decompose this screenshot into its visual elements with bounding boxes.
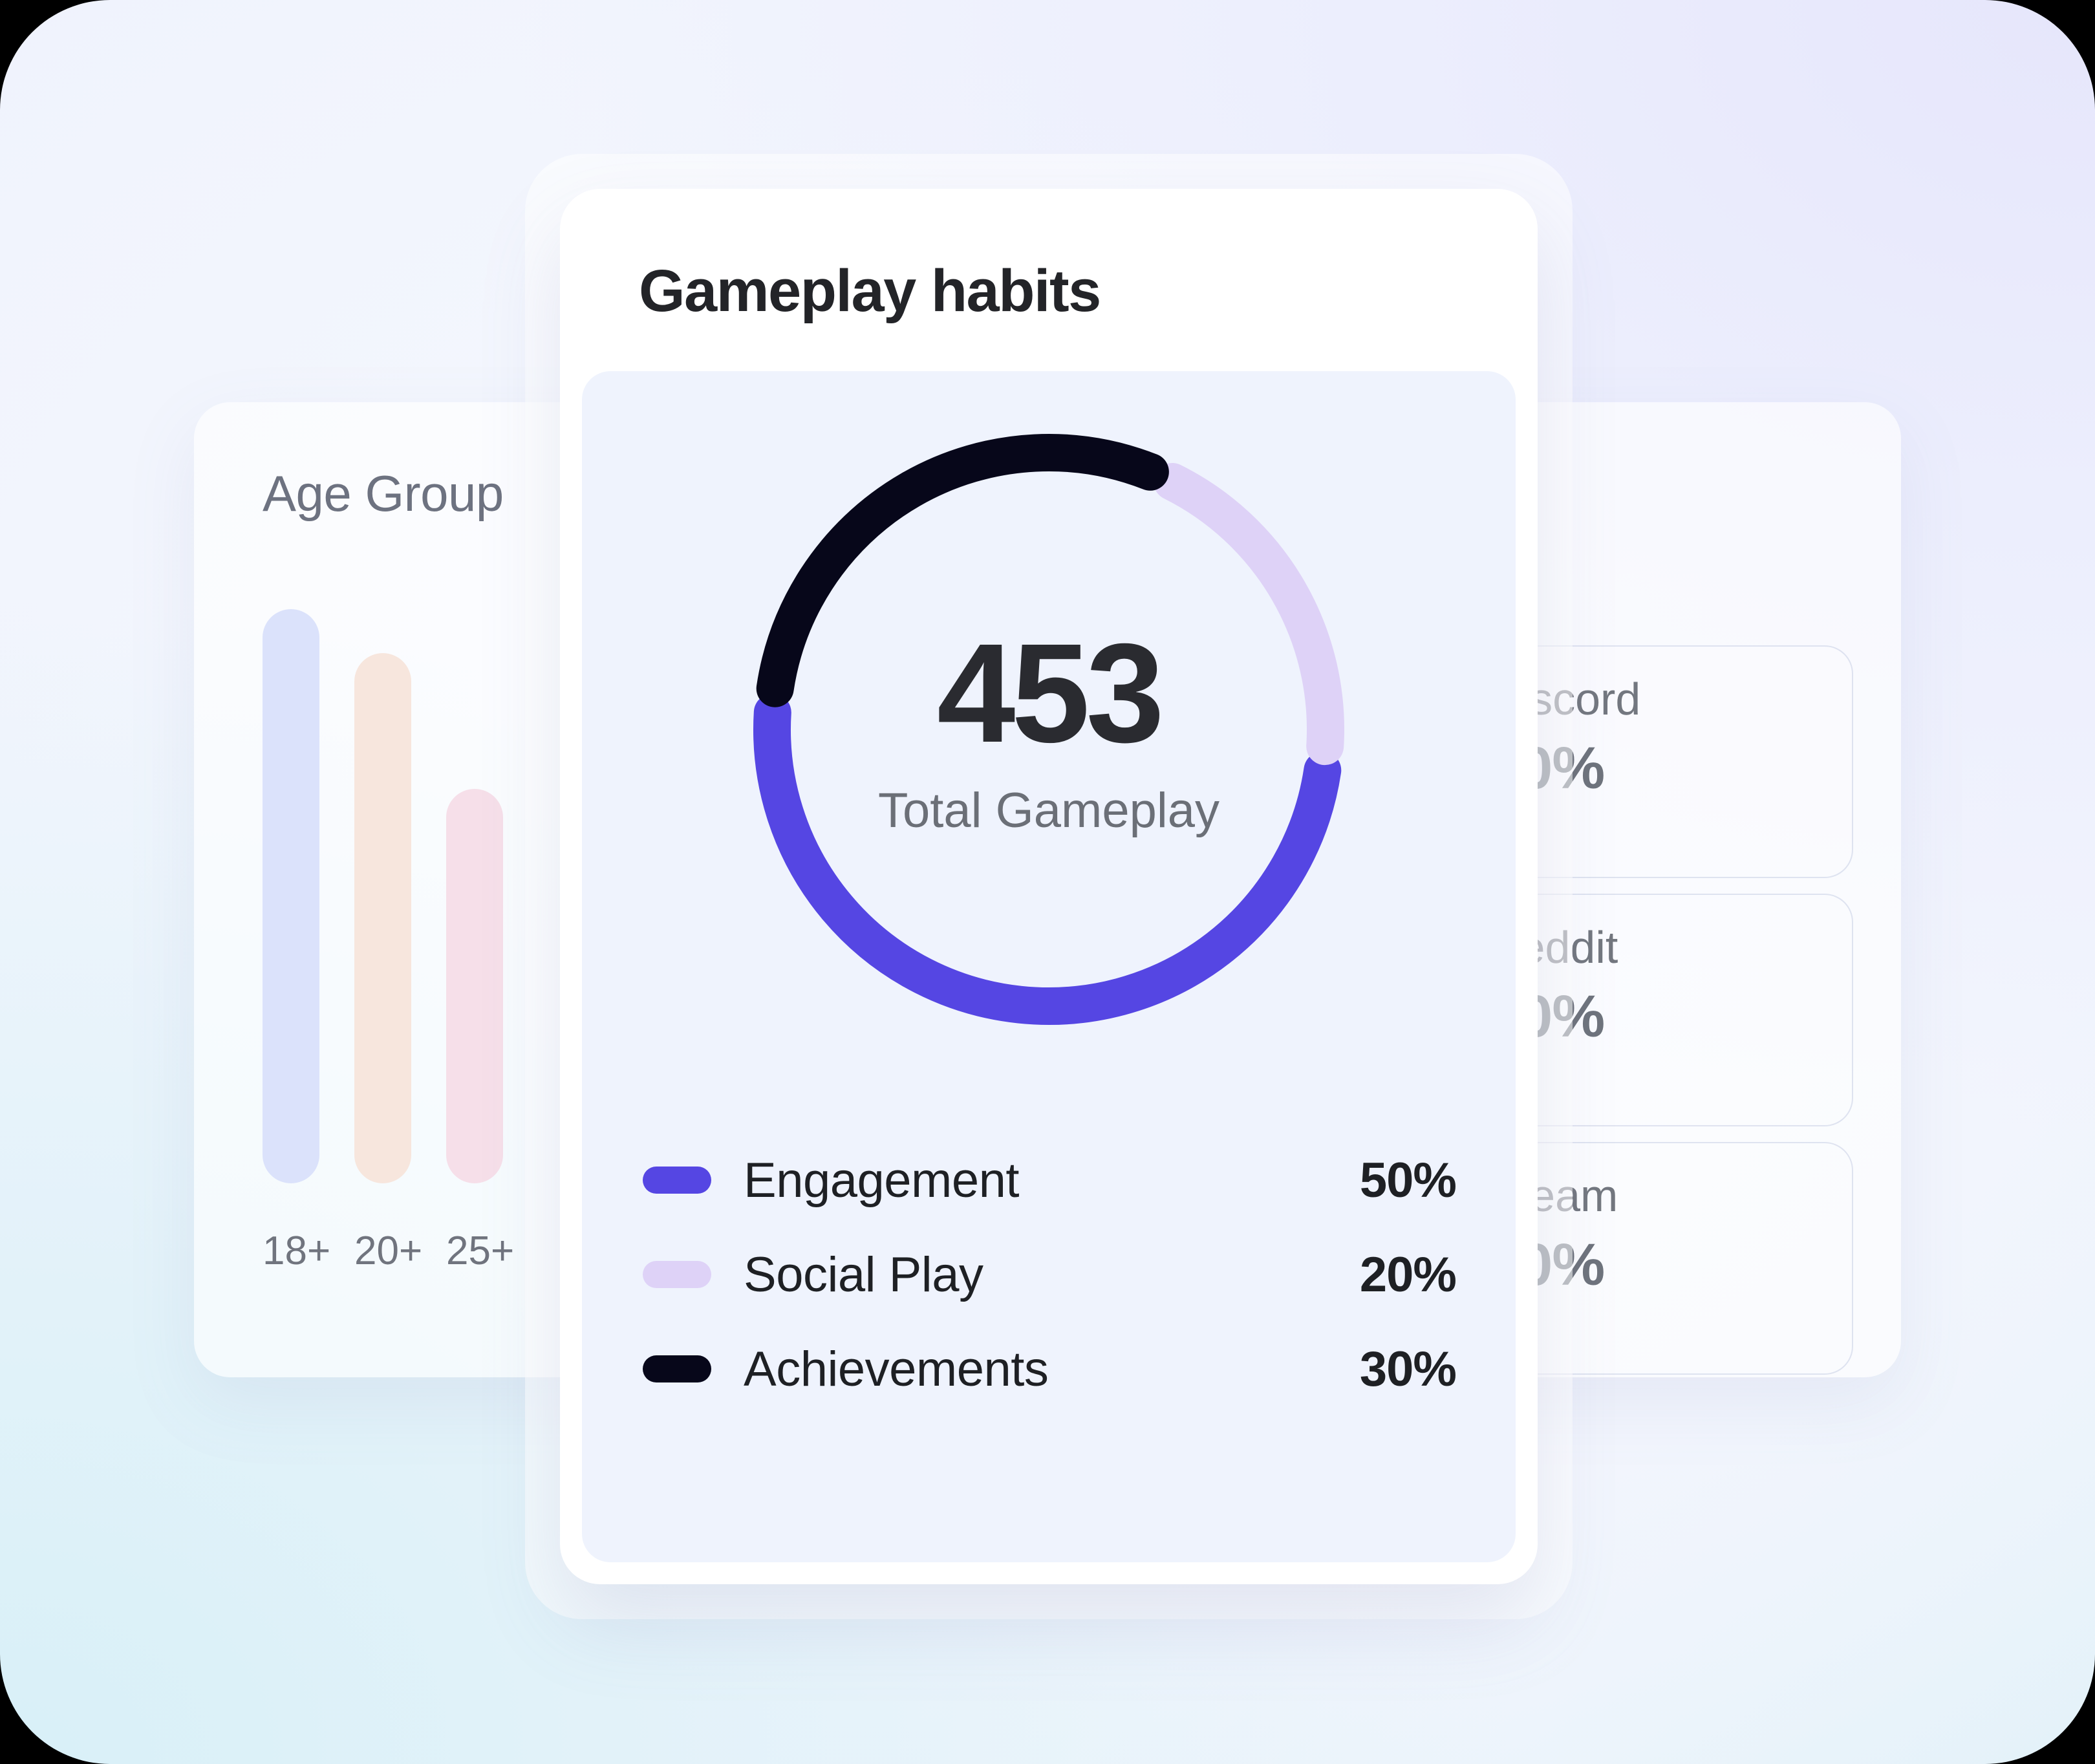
bar-20plus	[354, 653, 411, 1183]
legend-label-social-play: Social Play	[744, 1247, 983, 1302]
donut-svg	[753, 434, 1344, 1025]
donut-segment-social-play[interactable]	[1153, 462, 1344, 766]
donut-segment-engagement[interactable]	[753, 693, 1342, 1025]
page-title: Gameplay habits	[639, 258, 1101, 324]
legend-swatch-social-play	[643, 1261, 711, 1288]
axis-label-18plus: 18+	[263, 1229, 331, 1273]
total-gameplay-label: Total Gameplay	[877, 783, 1220, 838]
donut-chart[interactable]: 453 Total Gameplay	[706, 387, 1391, 1072]
chart-legend: Engagement 50% Social Play 20% Achieveme…	[643, 1133, 1457, 1416]
legend-swatch-engagement	[643, 1167, 711, 1194]
axis-label-20plus: 20+	[354, 1229, 423, 1273]
gameplay-habits-card[interactable]: Gameplay habits 453 Total Gameplay Engag…	[560, 189, 1538, 1584]
legend-item-achievements[interactable]: Achievements 30%	[643, 1322, 1457, 1416]
age-group-axis-labels: 18+ 20+ 25+	[263, 1228, 515, 1274]
donut-center-readout: 453 Total Gameplay	[706, 387, 1391, 1072]
bar-25plus	[446, 789, 503, 1183]
legend-item-social-play[interactable]: Social Play 20%	[643, 1227, 1457, 1322]
legend-item-engagement[interactable]: Engagement 50%	[643, 1133, 1457, 1227]
legend-value-social-play: 20%	[1359, 1247, 1457, 1302]
legend-label-achievements: Achievements	[744, 1341, 1049, 1397]
legend-value-engagement: 50%	[1359, 1152, 1457, 1208]
age-group-bar-chart	[263, 609, 503, 1183]
legend-swatch-achievements	[643, 1355, 711, 1382]
age-group-title: Age Group	[263, 465, 504, 522]
legend-label-engagement: Engagement	[744, 1152, 1020, 1208]
bar-18plus	[263, 609, 319, 1183]
legend-value-achievements: 30%	[1359, 1341, 1457, 1397]
donut-chart-panel: 453 Total Gameplay Engagement 50% Social…	[582, 371, 1516, 1562]
axis-label-25plus: 25+	[446, 1229, 515, 1273]
total-gameplay-value: 453	[937, 615, 1165, 772]
donut-segment-achievements[interactable]	[756, 434, 1169, 707]
